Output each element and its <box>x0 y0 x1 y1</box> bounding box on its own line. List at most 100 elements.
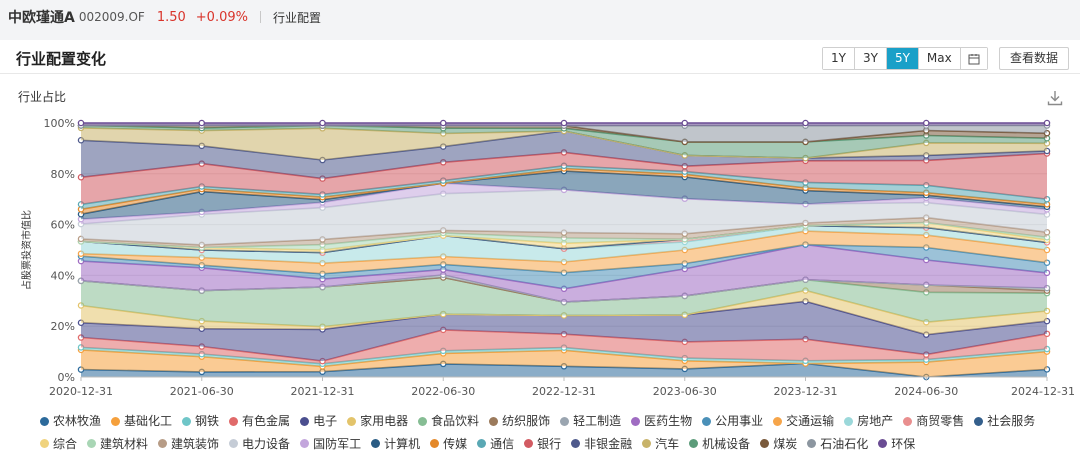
legend-swatch <box>560 416 570 426</box>
legend-item-银行[interactable]: 银行 <box>524 433 561 455</box>
legend-item-通信[interactable]: 通信 <box>477 433 514 455</box>
legend-label: 钢铁 <box>195 414 220 428</box>
calendar-button[interactable] <box>960 48 987 69</box>
fund-change: +0.09% <box>195 9 248 25</box>
legend-item-建筑装饰[interactable]: 建筑装饰 <box>158 433 219 455</box>
legend-swatch <box>631 416 641 426</box>
legend-item-国防军工[interactable]: 国防军工 <box>300 433 361 455</box>
legend-swatch <box>878 439 888 448</box>
legend-item-环保[interactable]: 环保 <box>878 433 915 455</box>
legend-item-建筑材料[interactable]: 建筑材料 <box>87 433 148 455</box>
x-tick-label: 2021-06-30 <box>170 385 234 398</box>
range-button-5y[interactable]: 5Y <box>886 48 919 69</box>
range-selector: 1Y 3Y 5Y Max <box>822 47 988 70</box>
legend-label: 建筑材料 <box>100 436 149 451</box>
legend-swatch <box>524 439 534 448</box>
legend-item-石油石化[interactable]: 石油石化 <box>807 433 868 455</box>
legend-swatch <box>489 416 499 426</box>
header-divider <box>259 11 261 23</box>
data-point-环保 <box>77 119 85 127</box>
legend-label: 银行 <box>537 436 562 451</box>
legend-item-房地产[interactable]: 房地产 <box>844 410 893 432</box>
legend-swatch <box>300 416 310 426</box>
legend-swatch <box>477 439 487 448</box>
legend-item-商贸零售[interactable]: 商贸零售 <box>903 410 964 432</box>
legend-item-交通运输[interactable]: 交通运输 <box>773 410 834 432</box>
legend-swatch <box>807 439 817 448</box>
legend-item-农林牧渔[interactable]: 农林牧渔 <box>40 410 101 432</box>
calendar-icon <box>968 53 980 64</box>
legend-item-煤炭[interactable]: 煤炭 <box>760 433 797 455</box>
area-银行 <box>81 152 1047 205</box>
area-有色金属 <box>81 329 1047 364</box>
legend-item-基础化工[interactable]: 基础化工 <box>111 410 172 432</box>
legend-label: 综合 <box>53 436 78 451</box>
panel-title: 行业配置变化 <box>16 50 107 68</box>
legend-swatch <box>229 439 239 448</box>
area-电子 <box>81 301 1047 362</box>
legend-item-传媒[interactable]: 传媒 <box>430 433 467 455</box>
legend-swatch <box>87 439 97 448</box>
legend-item-电子[interactable]: 电子 <box>300 410 337 432</box>
view-data-button[interactable]: 查看数据 <box>999 47 1070 70</box>
legend-label: 机械设备 <box>702 436 751 451</box>
legend-label: 家用电器 <box>360 414 409 428</box>
legend-label: 社会服务 <box>987 414 1036 428</box>
legend-swatch <box>371 439 381 448</box>
legend-item-医药生物[interactable]: 医药生物 <box>631 410 692 432</box>
fund-nav: 1.50 <box>156 9 186 25</box>
legend-item-钢铁[interactable]: 钢铁 <box>182 410 219 432</box>
legend-item-汽车[interactable]: 汽车 <box>642 433 679 455</box>
range-button-1y[interactable]: 1Y <box>823 48 855 69</box>
breadcrumb[interactable]: 行业配置 <box>272 10 321 25</box>
legend-item-食品饮料[interactable]: 食品饮料 <box>418 410 479 432</box>
y-tick-label: 100% <box>44 117 75 130</box>
legend-item-公用事业[interactable]: 公用事业 <box>702 410 763 432</box>
data-point-环保 <box>319 119 326 127</box>
legend-swatch <box>974 416 984 426</box>
legend-item-纺织服饰[interactable]: 纺织服饰 <box>489 410 550 432</box>
download-icon[interactable] <box>1046 89 1064 107</box>
x-tick-label: 2024-12-31 <box>1011 385 1075 398</box>
range-button-max[interactable]: Max <box>918 48 961 69</box>
panel-header: 行业配置变化 1Y 3Y 5Y Max 查看数据 <box>0 40 1080 74</box>
legend-item-机械设备[interactable]: 机械设备 <box>689 433 750 455</box>
legend-swatch <box>702 416 712 426</box>
area-交通运输 <box>81 231 1047 274</box>
legend-swatch <box>418 416 428 426</box>
data-point-环保 <box>1043 119 1051 127</box>
area-非银金融 <box>81 131 1047 179</box>
area-机械设备 <box>81 125 1047 159</box>
data-point-环保 <box>923 119 930 127</box>
legend-item-有色金属[interactable]: 有色金属 <box>229 410 290 432</box>
x-tick-label: 2022-12-31 <box>532 385 596 398</box>
area-医药生物 <box>81 244 1047 303</box>
chart-subtitle: 行业占比 <box>18 90 67 104</box>
legend-label: 房地产 <box>857 414 894 428</box>
area-公用事业 <box>81 244 1047 289</box>
legend-item-社会服务[interactable]: 社会服务 <box>974 410 1035 432</box>
legend-swatch <box>903 416 913 426</box>
area-综合 <box>81 222 1047 253</box>
legend-label: 公用事业 <box>715 414 764 428</box>
legend-item-计算机[interactable]: 计算机 <box>371 433 420 455</box>
legend-label: 医药生物 <box>644 414 693 428</box>
legend-item-电力设备[interactable]: 电力设备 <box>229 433 290 455</box>
legend-item-家用电器[interactable]: 家用电器 <box>347 410 408 432</box>
area-家用电器 <box>81 290 1047 335</box>
legend-label: 石油石化 <box>820 436 869 451</box>
range-button-3y[interactable]: 3Y <box>854 48 887 69</box>
legend-item-非银金融[interactable]: 非银金融 <box>571 433 632 455</box>
x-tick-label: 2022-06-30 <box>411 385 475 398</box>
legend-swatch <box>760 439 770 448</box>
legend-label: 汽车 <box>655 436 680 451</box>
legend-label: 商贸零售 <box>916 414 965 428</box>
legend-label: 非银金融 <box>584 436 633 451</box>
area-传媒 <box>81 168 1047 215</box>
legend-item-轻工制造[interactable]: 轻工制造 <box>560 410 621 432</box>
area-汽车 <box>81 127 1047 160</box>
area-计算机 <box>81 171 1047 220</box>
legend-label: 纺织服饰 <box>502 414 551 428</box>
legend-item-综合[interactable]: 综合 <box>40 433 77 455</box>
legend-swatch <box>844 416 854 426</box>
